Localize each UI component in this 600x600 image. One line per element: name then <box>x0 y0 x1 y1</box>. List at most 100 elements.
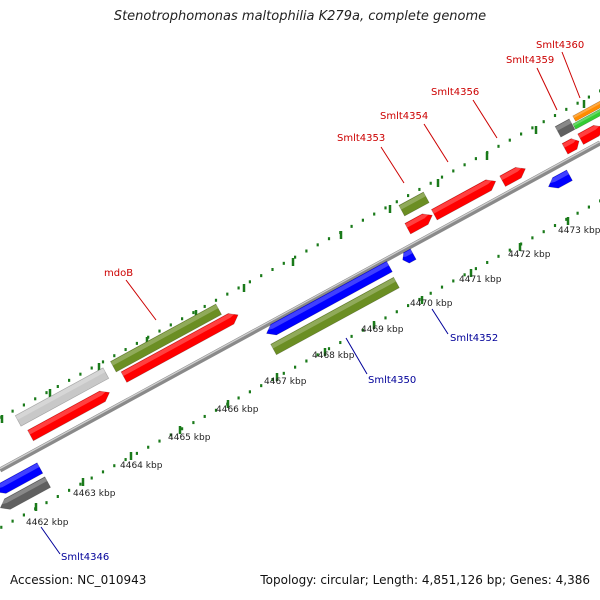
map-title: Stenotrophomonas maltophilia K279a, comp… <box>113 9 487 24</box>
cds-cog <box>398 191 430 217</box>
tick-row-inner <box>0 199 600 529</box>
cds-forward-shine <box>121 311 237 377</box>
gene-label[interactable]: Smlt4352 <box>450 333 498 344</box>
cds-lime-shape <box>572 106 600 130</box>
cds-forward-shine <box>405 212 431 228</box>
cds-forward <box>120 311 239 383</box>
label-leader-line <box>125 279 157 321</box>
cds-forward <box>27 389 110 442</box>
label-leader-line <box>561 51 581 99</box>
gene-label[interactable]: Smlt4350 <box>368 375 416 386</box>
genes-text: Genes: 4,386 <box>509 573 590 587</box>
tick-label: 4463 kbp <box>73 489 116 499</box>
cds-forward-shape <box>577 125 600 145</box>
cds-forward-shine <box>562 138 578 148</box>
tick-label: 4469 kbp <box>361 325 404 335</box>
cds-forward <box>404 212 433 235</box>
gene-label[interactable]: Smlt4353 <box>337 133 385 144</box>
cds-reverse-shape <box>548 169 573 189</box>
cds-cog-shape <box>398 191 430 217</box>
cds-reverse-shine <box>401 249 413 257</box>
cds-gray-shape <box>14 367 110 427</box>
tick-label: 4466 kbp <box>216 405 259 415</box>
tick-label: 4468 kbp <box>312 351 355 361</box>
cds-dark-gray-shape <box>554 118 576 138</box>
cds-forward-shine <box>431 178 495 214</box>
tick-row-outer <box>0 89 600 419</box>
cds-reverse-shape <box>402 248 417 264</box>
cds-orange <box>572 98 600 122</box>
cds-dark-gray <box>554 118 576 138</box>
cds-cog <box>110 303 222 373</box>
cds-forward-shape <box>430 179 497 221</box>
cds-forward-shape <box>27 390 110 442</box>
label-leader-line <box>472 99 498 139</box>
cds-forward-shape <box>499 167 526 187</box>
cds-cog-shine <box>110 304 219 366</box>
genome-backbone-highlight <box>0 140 600 470</box>
cds-orange-shape <box>572 98 600 122</box>
cds-forward-shape <box>120 313 239 383</box>
tick-rows <box>0 89 600 529</box>
cds-cog-shape <box>110 303 222 373</box>
tick-label: 4462 kbp <box>26 518 69 528</box>
cds-gray <box>14 367 110 427</box>
cds-orange-shine <box>572 99 600 119</box>
cds-forward-shine <box>578 123 600 139</box>
topology-text: Topology: circular <box>260 573 365 587</box>
gene-label[interactable]: Smlt4359 <box>506 55 554 66</box>
features <box>0 98 600 510</box>
accession-text: Accession: NC_010943 <box>10 573 147 587</box>
label-leader-line <box>423 123 449 163</box>
genome-backbone <box>0 140 600 473</box>
cds-forward-shine <box>27 389 108 435</box>
cds-forward-shine <box>500 165 524 181</box>
genome-summary: Topology: circular; Length: 4,851,126 bp… <box>260 573 590 587</box>
tick-label: 4472 kbp <box>508 250 551 260</box>
cds-cog <box>270 276 400 356</box>
tick-label: 4470 kbp <box>410 299 453 309</box>
label-leader-line <box>380 146 405 184</box>
cds-reverse <box>401 248 417 264</box>
cds-reverse-shape <box>0 462 44 494</box>
gene-label[interactable]: Smlt4356 <box>431 87 479 98</box>
tick-labels: 4462 kbp 4463 kbp 4464 kbp 4465 kbp 4466 kbp… <box>26 226 600 528</box>
cds-reverse <box>0 462 44 494</box>
tick-label: 4465 kbp <box>168 433 211 443</box>
label-leader-line <box>431 308 449 335</box>
cds-reverse <box>264 260 393 336</box>
cds-reverse <box>546 169 573 189</box>
cds-forward <box>577 123 600 145</box>
cds-cog-shine <box>399 192 426 210</box>
cds-reverse-shine <box>546 170 569 184</box>
gene-label[interactable]: Smlt4346 <box>61 552 109 563</box>
cds-forward <box>561 138 580 155</box>
cds-reverse-shape <box>266 260 393 336</box>
tick-label: 4473 kbp <box>558 226 600 236</box>
tick-label: 4464 kbp <box>120 461 163 471</box>
cds-forward-shape <box>561 138 580 155</box>
tick-label: 4467 kbp <box>264 377 307 387</box>
cds-reverse-shine <box>0 463 40 490</box>
cds-forward-shape <box>404 213 433 235</box>
cds-dark-gray <box>0 476 51 510</box>
label-leader-line <box>536 67 558 111</box>
label-leader-line <box>40 526 61 555</box>
cds-dark-gray-shape <box>0 476 51 510</box>
label-leader-line <box>345 337 368 375</box>
gene-label[interactable]: Smlt4360 <box>536 40 584 51</box>
tick-label: 4471 kbp <box>459 275 502 285</box>
gene-label[interactable]: Smlt4354 <box>380 111 428 122</box>
length-text: Length: 4,851,126 bp <box>372 573 502 587</box>
cds-dark-gray-shine <box>555 119 572 131</box>
cds-reverse-shine <box>264 261 389 331</box>
cds-dark-gray-shine <box>0 477 48 506</box>
gene-label[interactable]: mdoB <box>104 268 133 279</box>
cds-lime <box>572 106 600 130</box>
cds-cog-shine <box>270 277 396 349</box>
cds-lime-shine <box>572 107 600 127</box>
cds-forward <box>499 165 526 187</box>
cds-gray-shine <box>15 368 106 420</box>
gene-labels: mdoB Smlt4353 Smlt4354 Smlt4356 Smlt4359 Smlt… <box>40 40 584 563</box>
